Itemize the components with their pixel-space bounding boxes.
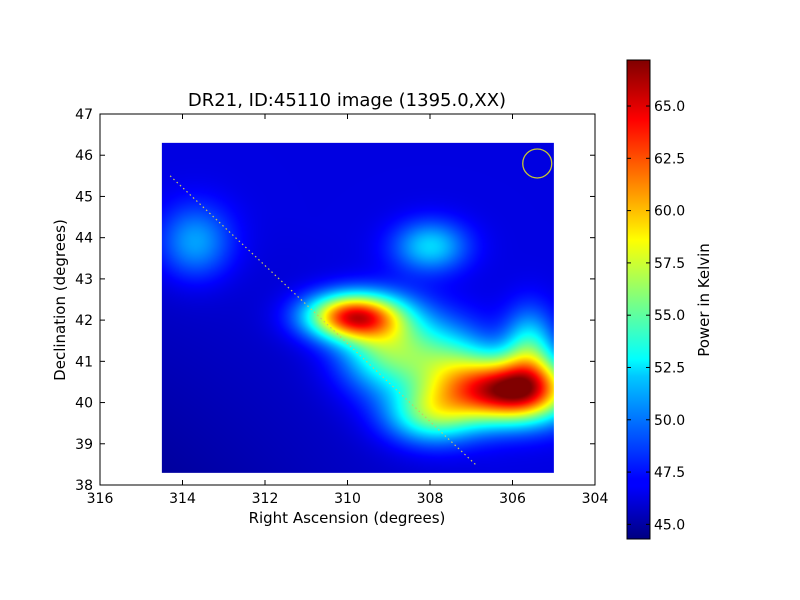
y-tick-label: 38 [75, 478, 93, 494]
x-tick-label: 310 [334, 491, 361, 507]
colorbar-ticks: 45.0 47.5 50.0 52.5 55.0 57.5 60.0 62.5 65.0 [627, 99, 685, 533]
y-axis-ticks: 38 39 40 41 42 43 44 45 46 47 [75, 107, 595, 494]
colorbar-tick-label: 62.5 [654, 151, 685, 167]
x-tick-label: 306 [499, 491, 526, 507]
x-tick-label: 316 [87, 491, 114, 507]
x-tick-label: 308 [417, 491, 444, 507]
y-tick-label: 47 [75, 107, 93, 123]
x-tick-label: 304 [582, 491, 609, 507]
colorbar-tick-label: 65.0 [654, 99, 685, 115]
y-tick-label: 41 [75, 354, 93, 370]
colorbar-tick-label: 45.0 [654, 517, 685, 533]
colorbar [626, 59, 651, 540]
y-tick-label: 46 [75, 148, 93, 164]
x-tick-label: 312 [252, 491, 279, 507]
y-axis-label: Declination (degrees) [51, 219, 69, 381]
chart-title: DR21, ID:45110 image (1395.0,XX) [188, 90, 506, 111]
y-tick-label: 45 [75, 189, 93, 205]
y-tick-label: 44 [75, 231, 93, 247]
colorbar-tick-label: 55.0 [654, 308, 685, 324]
colorbar-label: Power in Kelvin [695, 243, 713, 357]
overlay-layer [169, 148, 553, 465]
heatmap-raster [161, 142, 554, 473]
colorbar-tick-label: 57.5 [654, 256, 685, 272]
heatmap-image [161, 142, 554, 473]
colorbar-tick-label: 60.0 [654, 204, 685, 220]
y-tick-label: 40 [75, 396, 93, 412]
colorbar-tick-label: 50.0 [654, 413, 685, 429]
x-tick-label: 314 [169, 491, 196, 507]
x-axis-ticks: 316 314 312 310 308 306 304 [87, 114, 609, 507]
beam-circle [522, 148, 553, 179]
y-tick-label: 43 [75, 272, 93, 288]
colorbar-tick-label: 52.5 [654, 360, 685, 376]
y-tick-label: 42 [75, 313, 93, 329]
x-axis-label: Right Ascension (degrees) [249, 509, 446, 527]
colorbar-tick-label: 47.5 [654, 465, 685, 481]
y-tick-label: 39 [75, 437, 93, 453]
